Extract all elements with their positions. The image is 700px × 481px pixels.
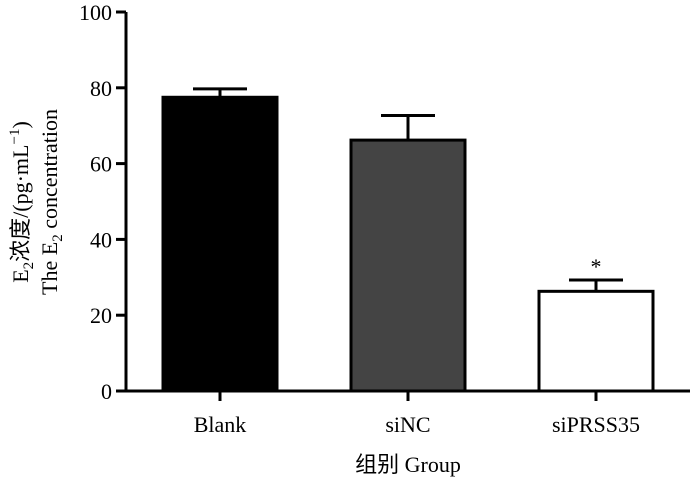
y-axis-title-line-2: The E2 concentration: [37, 109, 66, 295]
y-tick-label: 60: [90, 152, 112, 177]
error-bars: [193, 87, 623, 292]
y-tick-label: 0: [101, 379, 112, 404]
y-tick-label: 100: [79, 0, 112, 25]
significance-marker: *: [591, 254, 602, 279]
x-tick-label: Blank: [194, 412, 247, 437]
y-tick-label: 20: [90, 303, 112, 328]
x-axis: Blank siNC siPRSS35: [124, 389, 690, 437]
y-axis-title: E2浓度/(pg·mL−1) The E2 concentration: [7, 109, 66, 295]
bars: [161, 95, 655, 393]
bar-blank: [161, 95, 279, 393]
y-tick-label: 80: [90, 76, 112, 101]
y-axis-title-line-1: E2浓度/(pg·mL−1): [7, 121, 37, 283]
x-tick-label: siNC: [385, 412, 430, 437]
y-axis: 0 20 40 60 80 100: [79, 0, 128, 404]
y-tick-label: 40: [90, 227, 112, 252]
bar-siprss35: [537, 289, 655, 393]
x-axis-title: 组别 Group: [355, 452, 461, 477]
bar-sinc: [349, 138, 467, 393]
x-tick-label: siPRSS35: [552, 412, 640, 437]
annotations: *: [591, 254, 602, 279]
